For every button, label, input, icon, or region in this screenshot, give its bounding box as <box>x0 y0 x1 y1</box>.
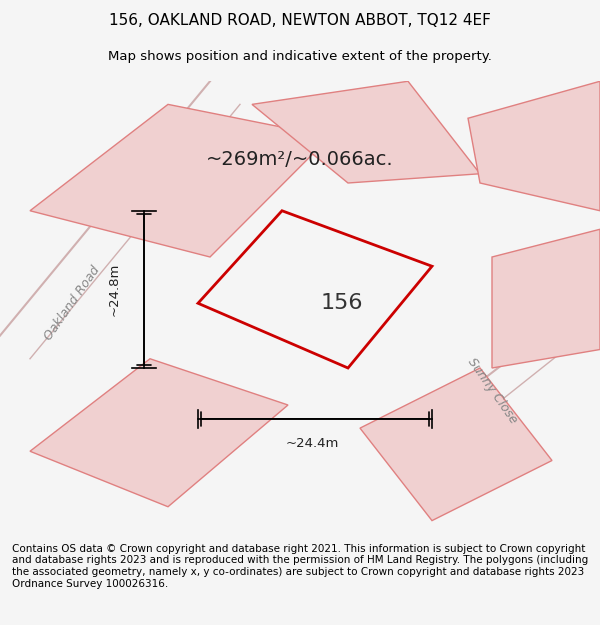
Polygon shape <box>468 81 600 211</box>
Polygon shape <box>360 368 552 521</box>
Polygon shape <box>30 359 288 507</box>
Text: ~24.8m: ~24.8m <box>107 262 121 316</box>
Text: ~24.4m: ~24.4m <box>286 438 338 451</box>
Text: Contains OS data © Crown copyright and database right 2021. This information is : Contains OS data © Crown copyright and d… <box>12 544 588 589</box>
Text: Map shows position and indicative extent of the property.: Map shows position and indicative extent… <box>108 51 492 63</box>
Polygon shape <box>492 229 600 368</box>
Text: ~269m²/~0.066ac.: ~269m²/~0.066ac. <box>206 151 394 169</box>
Polygon shape <box>252 81 480 183</box>
Polygon shape <box>30 104 330 257</box>
Text: 156, OAKLAND ROAD, NEWTON ABBOT, TQ12 4EF: 156, OAKLAND ROAD, NEWTON ABBOT, TQ12 4E… <box>109 12 491 28</box>
Text: Oakland Road: Oakland Road <box>41 264 103 342</box>
Text: Sunny Close: Sunny Close <box>464 356 520 426</box>
Text: 156: 156 <box>321 293 363 313</box>
